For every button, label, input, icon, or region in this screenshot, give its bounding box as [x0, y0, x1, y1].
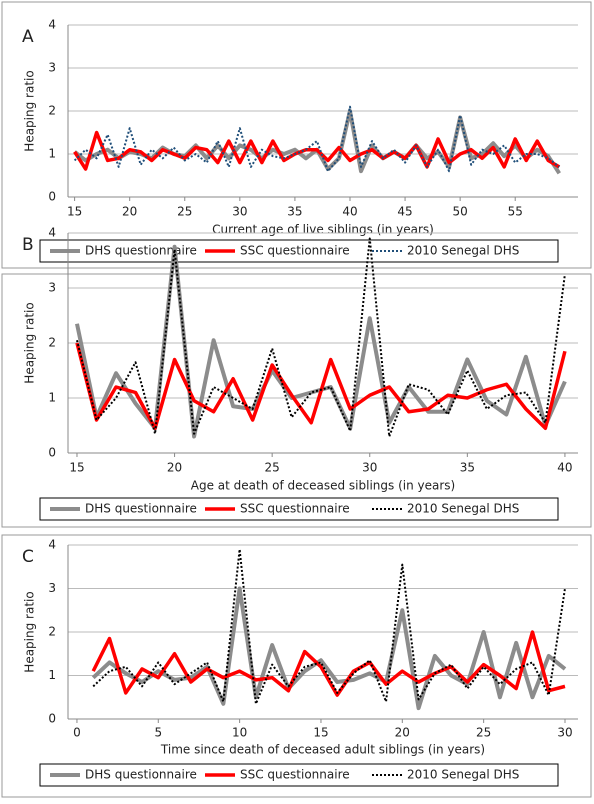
legend-label: SSC questionnaire [240, 502, 350, 516]
x-tick-label: 10 [232, 726, 247, 740]
x-tick-label: 25 [177, 205, 192, 219]
legend-label: SSC questionnaire [240, 768, 350, 782]
series-line [75, 244, 567, 439]
panel-letter: C [22, 547, 34, 567]
legend-label: DHS questionnaire [85, 768, 197, 782]
series-line [91, 630, 566, 697]
legend-box [39, 239, 559, 263]
legend-label: 2010 Senegal DHS [407, 502, 519, 516]
x-tick-label: 45 [397, 205, 412, 219]
y-axis-title: Heaping ratio [23, 591, 37, 672]
y-tick-label: 0 [48, 446, 56, 460]
panel-border [1, 1, 592, 269]
x-tick-label: 30 [232, 205, 247, 219]
y-tick-label: 3 [48, 581, 56, 595]
x-tick-label: 15 [69, 461, 84, 475]
y-tick-label: 2 [48, 625, 56, 639]
x-tick-label: 35 [460, 461, 475, 475]
panel-border [1, 273, 592, 528]
y-tick-label: 2 [48, 104, 56, 118]
x-tick-label: 30 [362, 461, 377, 475]
x-tick-label: 0 [73, 726, 81, 740]
legend-box [39, 497, 559, 521]
x-tick-label: 55 [508, 205, 523, 219]
y-tick-label: 3 [48, 61, 56, 75]
y-tick-label: 3 [48, 281, 56, 295]
x-tick-label: 15 [67, 205, 82, 219]
x-tick-label: 5 [154, 726, 162, 740]
x-axis-title: Age at death of deceased siblings (in ye… [191, 479, 455, 493]
x-tick-label: 15 [313, 726, 328, 740]
legend-label: DHS questionnaire [85, 502, 197, 516]
x-tick-label: 25 [265, 461, 280, 475]
series-line [91, 586, 567, 711]
legend-label: DHS questionnaire [85, 244, 197, 258]
x-tick-label: 25 [476, 726, 491, 740]
y-tick-label: 1 [48, 147, 56, 161]
y-tick-label: 1 [48, 668, 56, 682]
series-line [76, 237, 566, 438]
y-axis-title: Heaping ratio [23, 302, 37, 383]
x-axis-title: Time since death of deceased adult sibli… [160, 743, 485, 757]
x-tick-label: 20 [122, 205, 137, 219]
x-tick-label: 40 [342, 205, 357, 219]
legend-label: SSC questionnaire [240, 244, 350, 258]
y-tick-label: 0 [48, 712, 56, 726]
panel-letter: B [22, 235, 34, 255]
y-tick-label: 4 [48, 538, 56, 552]
y-tick-label: 1 [48, 391, 56, 405]
y-tick-label: 4 [48, 18, 56, 32]
x-tick-label: 50 [452, 205, 467, 219]
panel-border [1, 534, 592, 798]
x-tick-label: 35 [287, 205, 302, 219]
x-axis-title: Current age of live siblings (in years) [212, 223, 434, 237]
x-tick-label: 20 [167, 461, 182, 475]
legend-box [39, 763, 559, 787]
series-line [75, 342, 567, 430]
x-tick-label: 20 [395, 726, 410, 740]
y-axis-title: Heaping ratio [23, 70, 37, 151]
series-line [92, 548, 566, 705]
series-line [73, 105, 560, 173]
y-tick-label: 0 [48, 190, 56, 204]
legend-label: 2010 Senegal DHS [407, 244, 519, 258]
y-tick-label: 4 [48, 226, 56, 240]
x-tick-label: 40 [557, 461, 572, 475]
x-tick-label: 30 [557, 726, 572, 740]
legend-label: 2010 Senegal DHS [407, 768, 519, 782]
y-tick-label: 2 [48, 336, 56, 350]
panel-letter: A [22, 27, 34, 47]
